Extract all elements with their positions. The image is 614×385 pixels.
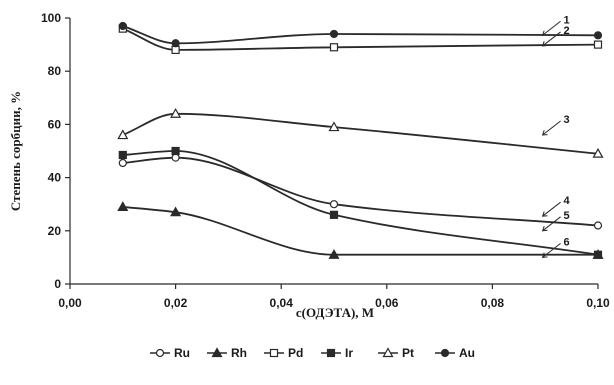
data-point-ir — [171, 146, 180, 156]
tick-labels: 0 20 40 60 80 100 0,00 0,02 0,04 0,06 0,08 0,10 — [41, 11, 610, 310]
y-tick-label: 40 — [48, 171, 62, 185]
x-axis-label: c(ОДЭТА), М — [296, 305, 374, 320]
series-line-ru — [122, 156, 599, 227]
y-tick-label: 0 — [54, 277, 61, 291]
data-point-ru — [329, 200, 339, 209]
callout-arrowhead — [541, 30, 548, 36]
x-tick-label: 0,04 — [270, 296, 294, 310]
series-line-pd — [122, 27, 599, 51]
legend-item-pt: Pt — [378, 346, 414, 360]
y-tick-label: 80 — [48, 64, 62, 78]
x-tick-label: 0,08 — [481, 296, 505, 310]
data-point-au — [171, 39, 180, 48]
callout-arrowhead — [541, 252, 548, 258]
data-point-ru — [171, 153, 180, 162]
x-tick-label: 0,02 — [164, 296, 188, 310]
callout-label: 4 — [564, 195, 571, 207]
legend-marker-ru — [155, 348, 165, 358]
legend: Ru Rh Pd Ir Pt Au — [150, 346, 475, 360]
data-point-ir — [118, 150, 127, 160]
callout-2: 2 — [541, 25, 570, 47]
legend-marker-rh — [211, 347, 223, 358]
legend-marker-pd — [269, 348, 279, 358]
data-point-rh — [117, 201, 129, 211]
callout-4: 4 — [541, 195, 571, 217]
callout-leader — [542, 20, 561, 36]
legend-label: Au — [459, 346, 475, 360]
series-markers — [117, 21, 604, 259]
data-point-au — [593, 31, 603, 40]
series-line-ir — [122, 150, 599, 256]
callout-1: 1 — [541, 14, 570, 36]
data-point-pd — [593, 40, 603, 49]
callout-label: 6 — [564, 236, 570, 248]
legend-item-au: Au — [435, 346, 475, 360]
data-point-pt — [592, 147, 604, 158]
legend-item-rh: Rh — [207, 346, 247, 360]
legend-item-ir: Ir — [321, 346, 353, 360]
data-point-ru — [593, 221, 603, 230]
callout-leader — [542, 243, 561, 258]
callout-leader — [542, 201, 561, 217]
callout-3: 3 — [541, 114, 570, 136]
data-point-ru — [118, 158, 127, 168]
data-point-pt — [170, 108, 182, 118]
callout-label: 2 — [564, 25, 570, 37]
series-lines — [122, 25, 599, 256]
data-point-pd — [171, 45, 180, 55]
x-tick-label: 0,06 — [375, 296, 399, 310]
callout-5: 5 — [541, 210, 570, 232]
x-tick-label: 0,10 — [586, 296, 610, 310]
data-point-au — [329, 29, 339, 39]
legend-marker-ir — [326, 348, 336, 358]
data-point-rh — [328, 249, 340, 259]
y-tick-label: 100 — [41, 11, 61, 25]
callout-arrowhead — [541, 41, 548, 47]
legend-marker-pt — [382, 347, 394, 358]
legend-label: Pt — [402, 346, 414, 360]
callout-leader — [542, 31, 561, 47]
legend-label: Ru — [174, 346, 190, 360]
legend-marker-au — [440, 348, 450, 358]
x-tick-label: 0,00 — [58, 296, 82, 310]
callout-leader — [542, 120, 561, 136]
callout-label: 3 — [564, 114, 570, 126]
data-point-pt — [117, 129, 129, 140]
curve-callouts: 12 3 4 5 6 — [541, 14, 571, 258]
callout-arrowhead — [541, 130, 548, 136]
data-point-ir — [593, 250, 603, 259]
series-line-au — [122, 25, 599, 45]
data-point-rh — [170, 206, 182, 217]
series-line-pt — [122, 112, 599, 155]
axes — [65, 17, 599, 289]
data-point-au — [118, 21, 127, 31]
legend-item-ru: Ru — [150, 346, 190, 360]
y-tick-label: 60 — [48, 117, 62, 131]
legend-label: Ir — [345, 346, 353, 360]
callout-arrowhead — [541, 225, 548, 232]
legend-label: Pd — [288, 346, 303, 360]
callout-arrowhead — [541, 211, 548, 217]
callout-leader — [542, 216, 561, 232]
data-point-pd — [329, 43, 339, 52]
callout-6: 6 — [541, 236, 570, 258]
data-point-pt — [328, 121, 340, 132]
y-tick-label: 20 — [48, 224, 62, 238]
data-point-ir — [329, 210, 339, 219]
legend-label: Rh — [231, 346, 247, 360]
y-axis-label: Степень сорбции, % — [8, 91, 23, 211]
series-line-rh — [122, 206, 598, 256]
callout-label: 5 — [564, 210, 570, 222]
legend-item-pd: Pd — [264, 346, 303, 360]
callout-label: 1 — [564, 14, 570, 26]
